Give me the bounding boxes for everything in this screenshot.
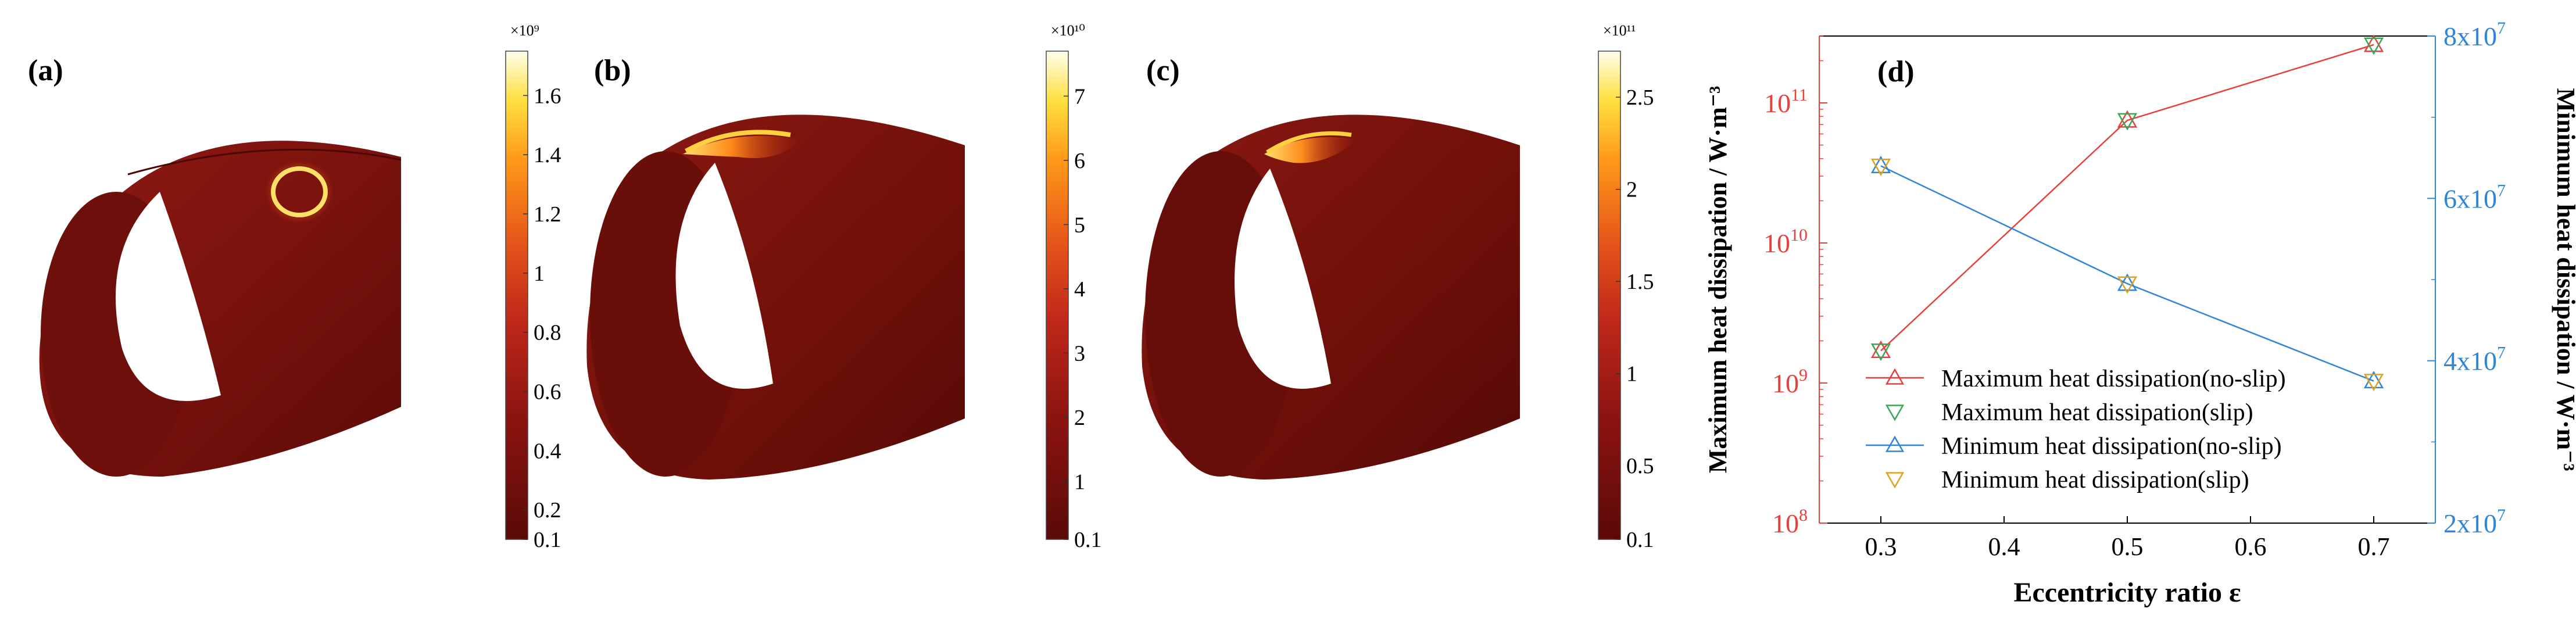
series-line-2 (1880, 165, 2374, 382)
colorbar-tick-label: 1.5 (1626, 270, 1654, 294)
legend-label: Maximum heat dissipation(slip) (1941, 399, 2253, 426)
data-point-series-3 (2363, 374, 2384, 392)
colorbar-tick-label: 0.6 (534, 380, 561, 404)
colorbar-tick-label: 4 (1074, 277, 1085, 302)
line-chart: 0.3 0.4 0.5 0.6 0.7 Eccentricity ratio ε 108 10… (1704, 19, 2576, 608)
data-point-series-1 (2363, 37, 2384, 55)
colorbar-tick-label: 0.4 (534, 439, 561, 463)
colorbar-tick-label: 2.5 (1626, 85, 1654, 110)
legend-label: Minimum heat dissipation(no-slip) (1941, 433, 2282, 460)
colorbar-tick-label: 1 (1626, 362, 1637, 387)
x-tick-label: 0.6 (2235, 532, 2267, 561)
x-tick-label: 0.5 (2112, 532, 2144, 561)
colorbar-tick-label: 6 (1074, 149, 1085, 173)
colorbar-tick-label: 5 (1074, 213, 1085, 237)
y-left-tick-label: 109 (1772, 366, 1808, 398)
y-left-tick-label: 108 (1772, 506, 1808, 538)
data-point-series-1 (2117, 113, 2138, 131)
colorbar-tick-label: 3 (1074, 341, 1085, 366)
data-point-series-1 (1870, 343, 1891, 361)
colorbar-gradient (1598, 51, 1621, 540)
colorbar-b-exponent: ×10¹⁰ (1051, 22, 1085, 39)
colorbar-tick-label: 2 (1074, 406, 1085, 430)
cylinder-c (1142, 115, 1520, 480)
colorbar-c-exponent: ×10¹¹ (1603, 22, 1636, 39)
colorbar-b: 0.1 1 2 3 4 5 6 7 (1046, 51, 1102, 552)
colorbar-tick-label: 0.2 (534, 498, 561, 523)
legend-marker (1885, 435, 1905, 452)
legend-marker (1885, 472, 1905, 489)
colorbar-c: 0.1 0.5 1 1.5 2 2.5 (1598, 51, 1654, 552)
legend-marker (1885, 405, 1905, 421)
data-point-series-2 (2363, 371, 2384, 389)
data-point-series-2 (1870, 155, 1891, 173)
colorbar-tick-label: 0.1 (1074, 528, 1102, 552)
y-right-tick-label: 6x107 (2443, 181, 2506, 213)
panel-label-a: (a) (28, 54, 63, 87)
colorbar-tick-label: 0.8 (534, 321, 561, 345)
colorbar-tick-label: 1 (1074, 470, 1085, 495)
data-point-series-2 (2117, 273, 2138, 291)
cylinder-a (39, 141, 402, 477)
series-line-0 (1880, 44, 2374, 352)
legend-marker (1885, 368, 1905, 385)
data-point-series-0 (1870, 340, 1891, 358)
panel-label-c: (c) (1146, 54, 1180, 87)
y-right-tick-label: 2x107 (2443, 506, 2506, 538)
y-left-tick-label: 1011 (1764, 85, 1808, 118)
colorbar-tick-label: 0.1 (1626, 528, 1654, 552)
y-right-axis-label: Minimum heat dissipation / W·m⁻³ (2552, 88, 2576, 471)
y-right-tick-label: 4x107 (2443, 344, 2506, 376)
colorbar-a-exponent: ×10⁹ (510, 22, 539, 39)
panel-label-b: (b) (594, 54, 631, 87)
x-tick-label: 0.3 (1865, 532, 1897, 561)
legend-label: Maximum heat dissipation(no-slip) (1941, 366, 2286, 392)
colorbar-gradient (505, 51, 528, 540)
data-point-series-3 (2117, 276, 2138, 294)
colorbar-tick-label: 0.1 (534, 528, 561, 552)
x-axis-label: Eccentricity ratio ε (2013, 577, 2241, 608)
x-tick-label: 0.7 (2358, 532, 2390, 561)
colorbar-tick-label: 0.5 (1626, 454, 1654, 478)
data-point-series-3 (1870, 158, 1891, 176)
colorbar-a: 0.1 0.2 0.4 0.6 0.8 1 1.2 1.4 1.6 (505, 51, 561, 552)
y-left-tick-label: 1010 (1763, 226, 1808, 258)
y-right-tick-label: 8x107 (2443, 19, 2506, 51)
colorbar-tick-label: 2 (1626, 178, 1637, 202)
colorbar-tick-label: 1 (534, 262, 545, 286)
y-left-axis-label: Maximum heat dissipation / W·m⁻³ (1704, 86, 1732, 473)
colorbar-gradient (1046, 51, 1069, 540)
colorbar-tick-label: 1.6 (534, 84, 561, 108)
panel-label-d: (d) (1877, 55, 1915, 88)
colorbar-tick-label: 1.2 (534, 202, 561, 227)
cylinder-b (586, 115, 965, 480)
colorbar-tick-label: 1.4 (534, 143, 561, 167)
colorbar-tick-label: 7 (1074, 84, 1085, 109)
data-point-series-0 (2363, 34, 2384, 52)
x-tick-label: 0.4 (1988, 532, 2020, 561)
data-point-series-0 (2117, 110, 2138, 128)
legend-label: Minimum heat dissipation(slip) (1941, 467, 2249, 493)
